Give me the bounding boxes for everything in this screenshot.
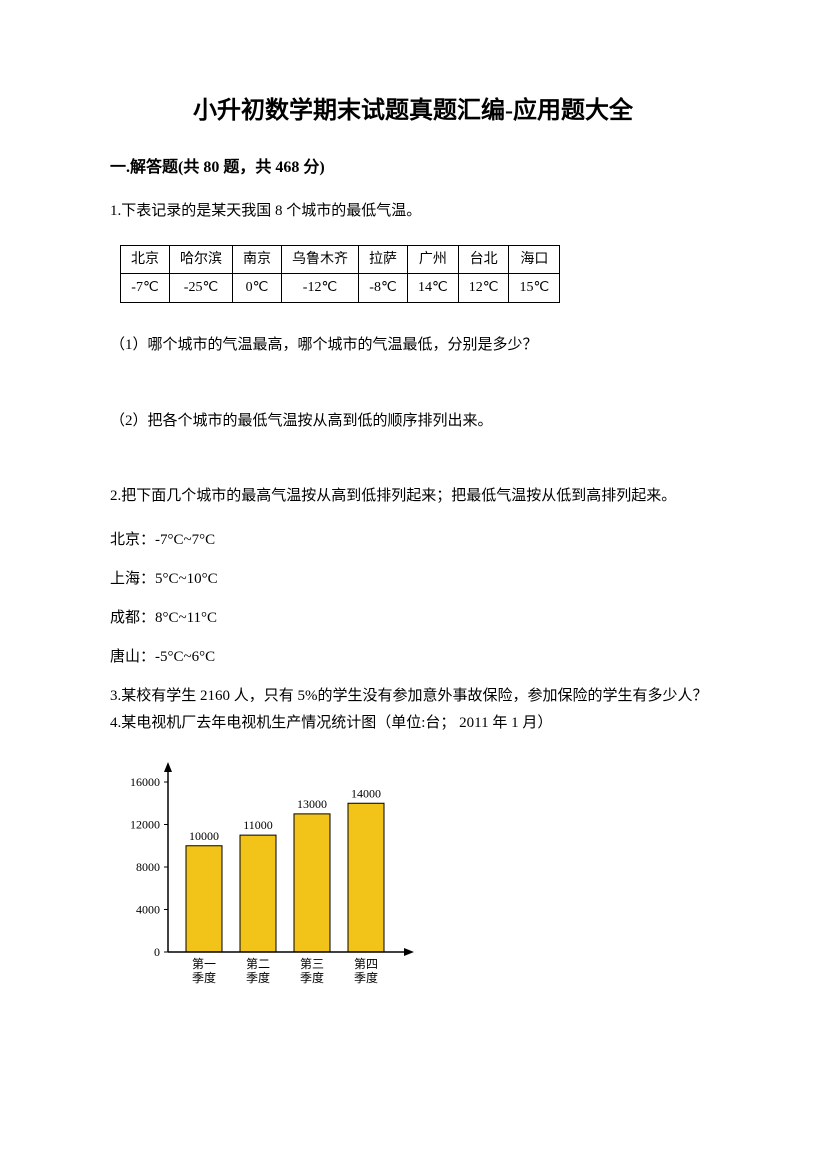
svg-text:0: 0 — [154, 945, 160, 959]
table-cell: 海口 — [509, 245, 560, 274]
svg-text:11000: 11000 — [243, 818, 273, 832]
svg-text:13000: 13000 — [297, 796, 327, 810]
svg-text:8000: 8000 — [136, 860, 160, 874]
question-1: 1.下表记录的是某天我国 8 个城市的最低气温。 北京 哈尔滨 南京 乌鲁木齐 … — [110, 199, 716, 434]
svg-text:第二: 第二 — [246, 957, 270, 971]
table-cell: 15℃ — [509, 274, 560, 303]
page-title: 小升初数学期末试题真题汇编-应用题大全 — [110, 90, 716, 125]
svg-text:季度: 季度 — [300, 970, 324, 985]
q2-city-3: 唐山：-5°C~6°C — [110, 645, 716, 666]
table-cell: 南京 — [233, 245, 282, 274]
svg-text:12000: 12000 — [130, 817, 160, 831]
svg-text:季度: 季度 — [246, 970, 270, 985]
table-cell: 乌鲁木齐 — [282, 245, 359, 274]
bar-chart: 040008000120001600010000第一季度11000第二季度130… — [110, 757, 420, 997]
q2-city-0: 北京：-7°C~7°C — [110, 528, 716, 549]
table-cell: 14℃ — [408, 274, 459, 303]
table-cell: -12℃ — [282, 274, 359, 303]
q1-intro: 1.下表记录的是某天我国 8 个城市的最低气温。 — [110, 199, 716, 225]
question-3: 3.某校有学生 2160 人，只有 5%的学生没有参加意外事故保险，参加保险的学… — [110, 684, 716, 710]
table-header-row: 北京 哈尔滨 南京 乌鲁木齐 拉萨 广州 台北 海口 — [121, 245, 560, 274]
table-cell: 北京 — [121, 245, 170, 274]
bar-chart-svg: 040008000120001600010000第一季度11000第二季度130… — [110, 757, 420, 997]
q2-intro: 2.把下面几个城市的最高气温按从高到低排列起来；把最低气温按从低到高排列起来。 — [110, 484, 716, 510]
svg-text:4000: 4000 — [136, 902, 160, 916]
table-cell: 拉萨 — [359, 245, 408, 274]
svg-text:第四: 第四 — [354, 957, 378, 971]
table-cell: 0℃ — [233, 274, 282, 303]
table-cell: -7℃ — [121, 274, 170, 303]
table-cell: -8℃ — [359, 274, 408, 303]
table-cell: 广州 — [408, 245, 459, 274]
table-cell: 台北 — [458, 245, 509, 274]
svg-text:16000: 16000 — [130, 775, 160, 789]
svg-text:10000: 10000 — [189, 828, 219, 842]
svg-text:季度: 季度 — [192, 970, 216, 985]
q1-sub1: （1）哪个城市的气温最高，哪个城市的气温最低，分别是多少？ — [110, 333, 716, 359]
svg-text:第一: 第一 — [192, 957, 216, 971]
question-4: 4.某电视机厂去年电视机生产情况统计图（单位:台； 2011 年 1 月） — [110, 711, 716, 737]
q2-city-2: 成都：8°C~11°C — [110, 606, 716, 627]
table-cell: 哈尔滨 — [170, 245, 233, 274]
q2-city-1: 上海：5°C~10°C — [110, 567, 716, 588]
svg-text:第三: 第三 — [300, 957, 324, 971]
svg-text:14000: 14000 — [351, 786, 381, 800]
table-cell: -25℃ — [170, 274, 233, 303]
q1-sub2: （2）把各个城市的最低气温按从高到低的顺序排列出来。 — [110, 409, 716, 435]
city-temperature-table: 北京 哈尔滨 南京 乌鲁木齐 拉萨 广州 台北 海口 -7℃ -25℃ 0℃ -… — [120, 245, 560, 304]
table-value-row: -7℃ -25℃ 0℃ -12℃ -8℃ 14℃ 12℃ 15℃ — [121, 274, 560, 303]
section-header: 一.解答题(共 80 题，共 468 分) — [110, 153, 716, 177]
svg-text:季度: 季度 — [354, 970, 378, 985]
table-cell: 12℃ — [458, 274, 509, 303]
